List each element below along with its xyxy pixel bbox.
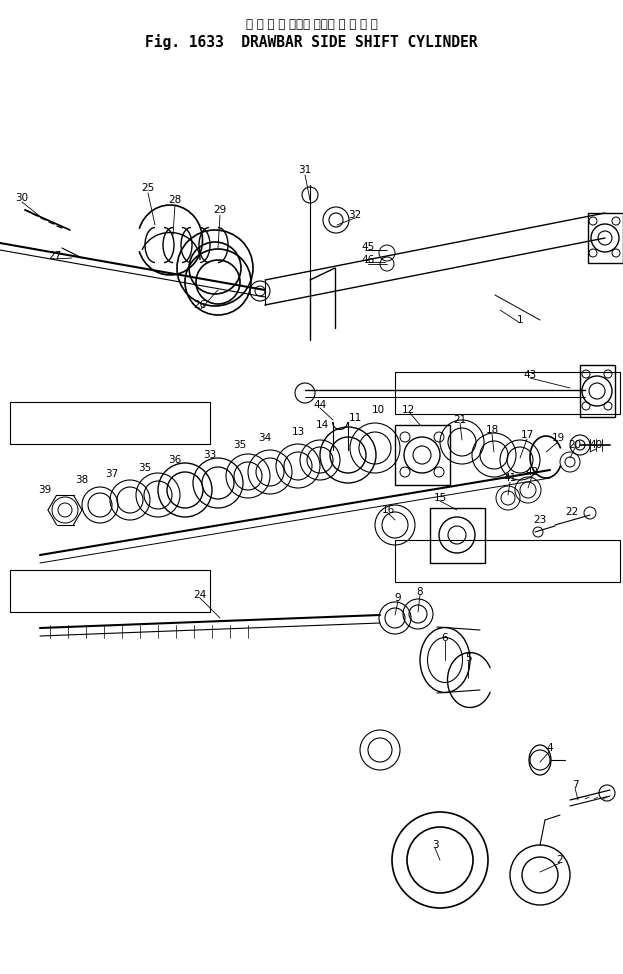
Bar (395, 372, 620, 414)
Text: 37: 37 (105, 469, 118, 479)
Bar (395, 540, 620, 582)
Text: 6: 6 (442, 633, 449, 643)
Text: 44: 44 (313, 400, 326, 410)
Text: 2: 2 (557, 855, 563, 865)
Bar (588, 213, 623, 263)
Text: 36: 36 (168, 455, 182, 465)
Text: 41: 41 (503, 473, 516, 483)
Text: 38: 38 (75, 475, 88, 485)
Text: 33: 33 (203, 450, 217, 460)
Text: 45: 45 (361, 242, 374, 252)
Text: 17: 17 (520, 430, 534, 440)
Text: 28: 28 (168, 195, 182, 205)
Text: 23: 23 (533, 515, 546, 525)
Text: 35: 35 (234, 440, 247, 450)
Text: 5: 5 (465, 653, 472, 663)
Text: 40: 40 (589, 440, 602, 450)
Text: 29: 29 (213, 205, 227, 215)
Text: 21: 21 (454, 415, 467, 425)
Text: 32: 32 (348, 210, 361, 220)
Bar (10, 402, 210, 444)
Text: 42: 42 (525, 467, 539, 477)
Text: 25: 25 (141, 183, 155, 193)
Text: 7: 7 (572, 780, 578, 790)
Bar (580, 365, 615, 417)
Text: 11: 11 (348, 413, 361, 423)
Text: 14: 14 (315, 420, 328, 430)
Text: 46: 46 (361, 255, 374, 265)
Text: 39: 39 (39, 485, 52, 495)
Text: 26: 26 (193, 300, 207, 310)
Text: 24: 24 (193, 590, 207, 600)
Text: 20: 20 (568, 440, 581, 450)
Text: 10: 10 (371, 405, 384, 415)
Text: 16: 16 (381, 505, 394, 515)
Text: 15: 15 (434, 493, 447, 503)
Text: ド ロ ー バ サイド シフト シ リ ン ダ: ド ロ ー バ サイド シフト シ リ ン ダ (245, 18, 378, 31)
Text: 3: 3 (432, 840, 439, 850)
Text: 31: 31 (298, 165, 312, 175)
Text: 19: 19 (551, 433, 564, 443)
Text: 8: 8 (417, 587, 423, 597)
Text: 18: 18 (485, 425, 498, 435)
Text: 35: 35 (138, 463, 151, 473)
Text: 13: 13 (292, 427, 305, 437)
Text: 43: 43 (523, 370, 536, 380)
Text: 12: 12 (401, 405, 415, 415)
Text: 30: 30 (16, 193, 29, 203)
Bar (395, 425, 450, 485)
Text: 4: 4 (547, 743, 553, 753)
Text: 34: 34 (259, 433, 272, 443)
Text: 22: 22 (566, 507, 579, 517)
Text: 9: 9 (395, 593, 401, 603)
Text: 27: 27 (49, 251, 62, 261)
Text: 1: 1 (516, 315, 523, 325)
Bar (430, 508, 485, 563)
Text: Fig. 1633  DRAWBAR SIDE SHIFT CYLINDER: Fig. 1633 DRAWBAR SIDE SHIFT CYLINDER (145, 34, 478, 50)
Bar (10, 570, 210, 612)
